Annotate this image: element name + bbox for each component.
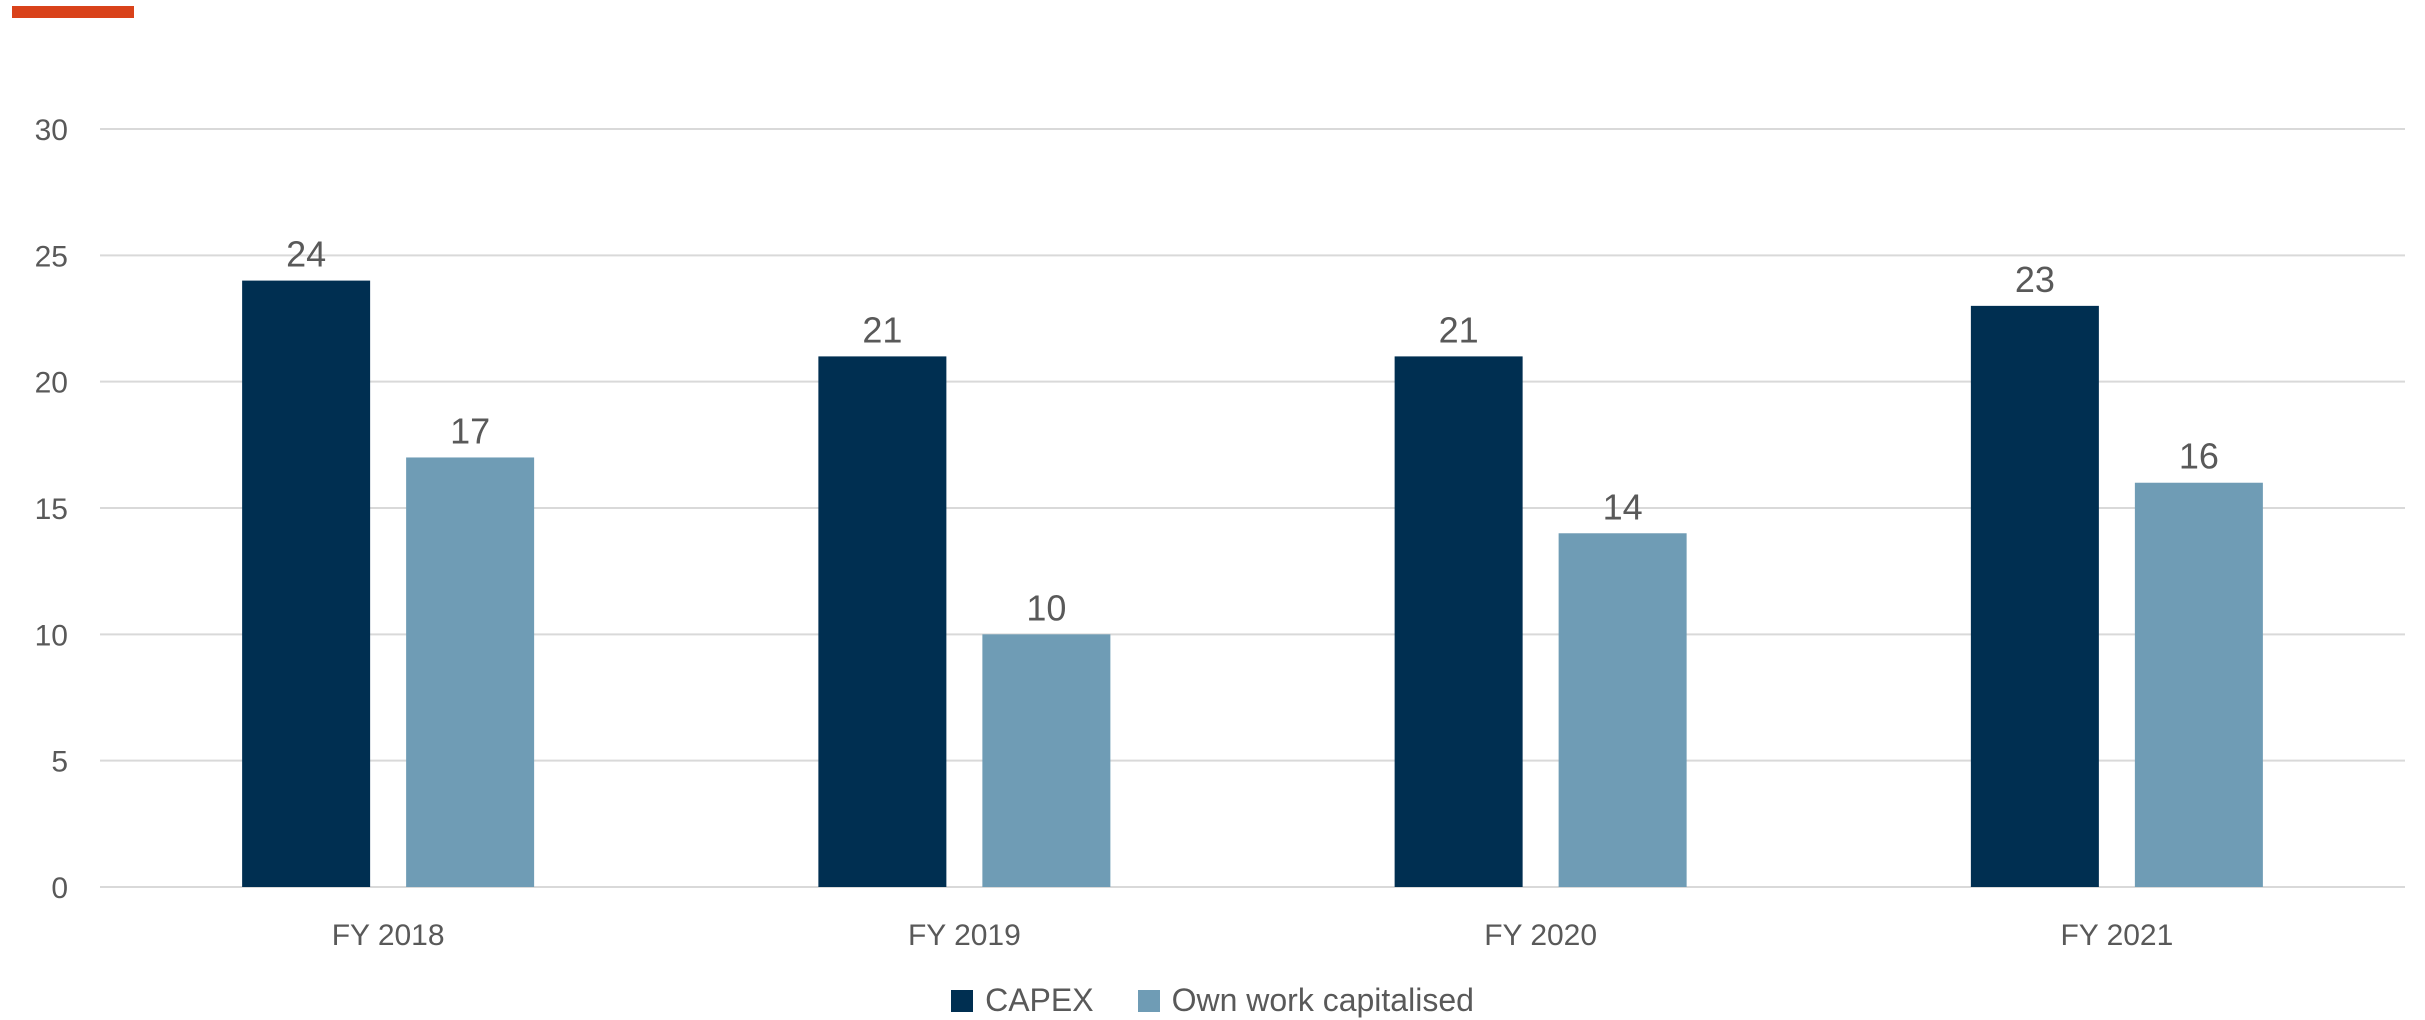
legend: CAPEX Own work capitalised [0, 982, 2425, 1019]
legend-item-own-work[interactable]: Own work capitalised [1137, 982, 1474, 1019]
y-tick-label: 15 [35, 493, 68, 526]
legend-label-capex: CAPEX [985, 982, 1094, 1018]
x-category-label: FY 2020 [1484, 919, 1597, 952]
bar-capex-fy-2018[interactable] [242, 280, 371, 888]
bars [242, 280, 2263, 888]
x-axis-categories: FY 2018 FY 2019 FY 2020 FY 2021 [332, 919, 2174, 952]
y-tick-label: 30 [35, 114, 68, 147]
data-label: 21 [1439, 309, 1479, 350]
data-label: 17 [450, 410, 490, 451]
x-category-label: FY 2021 [2060, 919, 2173, 952]
data-label: 21 [862, 309, 902, 350]
legend-swatch-own-work [1137, 989, 1160, 1012]
y-tick-label: 0 [51, 872, 68, 905]
data-labels: 24 17 21 10 21 14 23 16 [286, 234, 2219, 629]
legend-swatch-capex [951, 989, 974, 1012]
bar-own-work-fy-2021[interactable] [2134, 482, 2263, 887]
y-tick-label: 25 [35, 240, 68, 273]
data-label: 14 [1603, 486, 1643, 527]
x-category-label: FY 2018 [332, 919, 445, 952]
data-label: 23 [2015, 259, 2055, 300]
bar-capex-fy-2021[interactable] [1970, 305, 2099, 887]
bar-own-work-fy-2019[interactable] [982, 634, 1111, 887]
data-label: 10 [1026, 587, 1066, 628]
legend-label-own-work: Own work capitalised [1171, 982, 1474, 1018]
accent-bar [12, 6, 134, 18]
y-tick-label: 10 [35, 619, 68, 652]
bar-capex-fy-2019[interactable] [818, 356, 947, 887]
bar-capex-fy-2020[interactable] [1394, 356, 1523, 887]
bar-own-work-fy-2018[interactable] [406, 457, 535, 887]
bar-own-work-fy-2020[interactable] [1558, 533, 1687, 887]
legend-item-capex[interactable]: CAPEX [951, 982, 1094, 1019]
data-label: 16 [2179, 436, 2219, 477]
x-category-label: FY 2019 [908, 919, 1021, 952]
data-label: 24 [286, 234, 326, 275]
y-axis-ticks: 0 5 10 15 20 25 30 [35, 114, 68, 905]
y-tick-label: 5 [51, 746, 68, 779]
y-tick-label: 20 [35, 367, 68, 400]
